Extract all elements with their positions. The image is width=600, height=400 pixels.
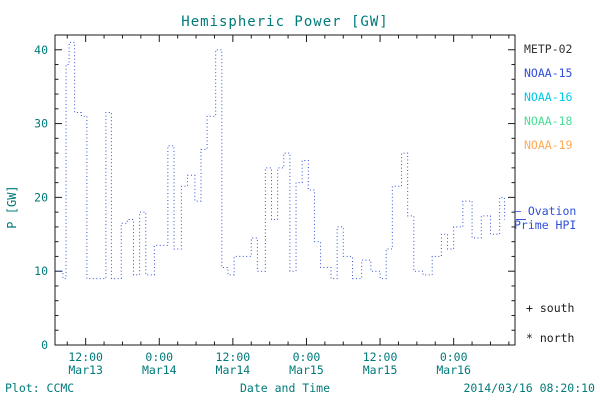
svg-text:30: 30 bbox=[34, 117, 48, 131]
svg-text:0: 0 bbox=[41, 338, 48, 352]
legend-item-noaa19: NOAA-19 bbox=[524, 138, 573, 152]
svg-text:Mar14: Mar14 bbox=[142, 363, 177, 377]
plot-timestamp: 2014/03/16 08:20:10 bbox=[463, 381, 595, 395]
plot-credit: Plot: CCMC bbox=[5, 381, 75, 395]
ovation-label-line2: Prime HPI bbox=[514, 218, 577, 232]
svg-text:20: 20 bbox=[34, 190, 48, 204]
south-marker-label: + south bbox=[526, 301, 575, 315]
svg-text:Mar13: Mar13 bbox=[68, 363, 103, 377]
svg-text:10: 10 bbox=[34, 264, 48, 278]
legend-item-noaa18: NOAA-18 bbox=[524, 114, 573, 128]
legend-item-metp02: METP-02 bbox=[524, 42, 573, 56]
svg-text:Mar14: Mar14 bbox=[216, 363, 251, 377]
series-label-ovation-prime-hpi: – Ovation Prime HPI bbox=[514, 204, 576, 232]
svg-text:Mar15: Mar15 bbox=[363, 363, 398, 377]
svg-text:0:00: 0:00 bbox=[440, 350, 468, 364]
svg-text:Mar15: Mar15 bbox=[289, 363, 324, 377]
svg-text:40: 40 bbox=[34, 43, 48, 57]
legend-item-noaa16: NOAA-16 bbox=[524, 90, 573, 104]
ovation-label-line1: Ovation bbox=[520, 204, 577, 218]
svg-text:12:00: 12:00 bbox=[216, 350, 251, 364]
chart-title: Hemispheric Power [GW] bbox=[181, 14, 389, 30]
line-sample-dash: – bbox=[514, 204, 521, 218]
svg-text:0:00: 0:00 bbox=[145, 350, 173, 364]
legend-item-noaa15: NOAA-15 bbox=[524, 66, 573, 80]
svg-text:12:00: 12:00 bbox=[68, 350, 103, 364]
svg-text:12:00: 12:00 bbox=[363, 350, 398, 364]
north-marker-label: * north bbox=[526, 331, 575, 345]
svg-text:Mar16: Mar16 bbox=[436, 363, 471, 377]
svg-text:0:00: 0:00 bbox=[293, 350, 321, 364]
x-axis-label: Date and Time bbox=[239, 381, 330, 395]
